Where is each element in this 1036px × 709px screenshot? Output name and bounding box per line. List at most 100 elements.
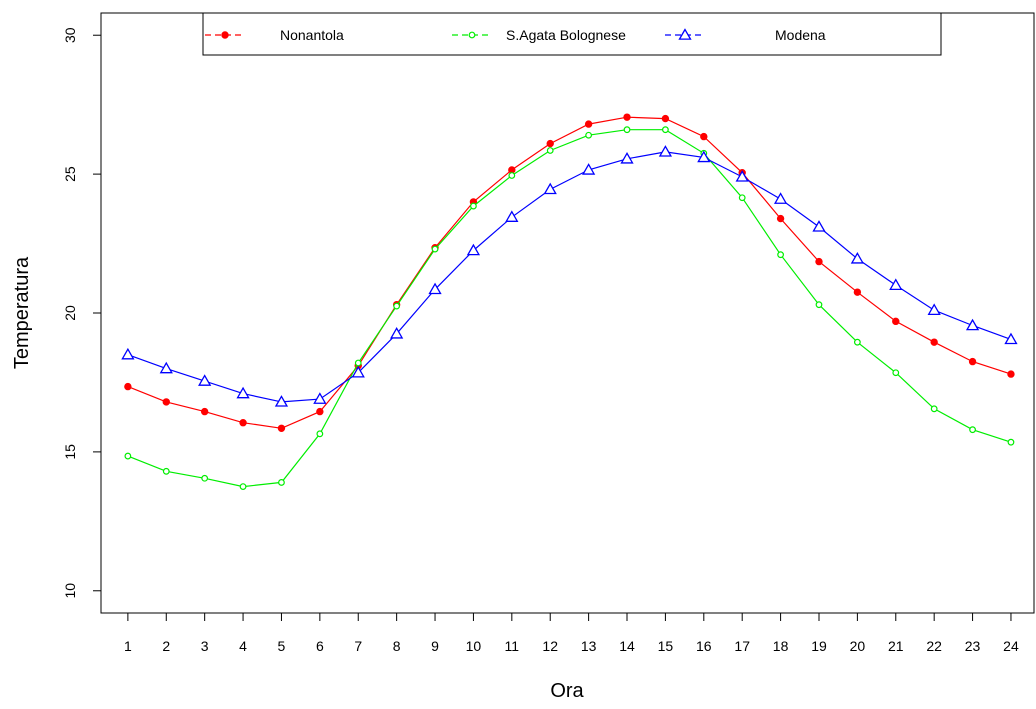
x-tick-label: 13 [581,638,597,654]
legend-box [202,12,942,56]
point-modena [735,170,749,182]
point-modena [965,318,980,331]
point-s-agata-bolognese [470,202,477,210]
point-nonantola [200,407,209,416]
point-nonantola [1007,370,1015,378]
x-tick-label: 16 [696,638,712,654]
x-tick-label: 18 [773,638,789,654]
series-line-s-agata-bolognese [127,129,1012,488]
x-tick-label: 22 [926,638,942,654]
point-modena [121,347,135,360]
y-tick-label: 30 [62,27,78,43]
point-nonantola [277,424,286,432]
x-tick-label: 1 [124,638,132,654]
point-s-agata-bolognese [546,147,554,154]
x-tick-label: 15 [658,638,674,654]
x-tick-label: 21 [888,638,904,654]
point-nonantola [700,132,708,141]
legend-marker-s-agata-bolognese [468,31,476,39]
point-modena [581,163,596,175]
point-s-agata-bolognese [853,338,861,346]
point-modena [159,361,173,374]
y-tick-label: 25 [62,166,78,182]
point-modena [620,152,634,164]
legend-label-s-agata-bolognese: S.Agata Bolognese [506,27,626,43]
series-s-agata-bolognese [124,126,1015,491]
point-modena [390,327,404,339]
x-tick-label: 11 [505,638,520,654]
x-tick-label: 19 [811,638,827,654]
point-s-agata-bolognese [239,483,247,491]
point-modena [236,386,250,399]
series-layer [121,113,1018,491]
y-tick-label: 20 [62,305,78,321]
point-s-agata-bolognese [738,194,746,202]
x-tick-label: 24 [1003,638,1019,654]
point-nonantola [316,407,324,416]
point-s-agata-bolognese [623,126,631,134]
series-line-nonantola [127,116,1012,429]
point-s-agata-bolognese [431,245,439,253]
point-modena [351,365,365,378]
plot-frame [100,12,1035,614]
point-nonantola [584,120,593,128]
point-s-agata-bolognese [354,359,362,367]
point-s-agata-bolognese [892,369,900,377]
x-tick-label: 6 [316,638,324,654]
y-tick-label: 15 [62,444,78,460]
point-modena [274,395,289,407]
point-modena [313,392,327,404]
point-s-agata-bolognese [278,479,285,486]
x-tick-label: 12 [542,638,558,654]
legend-label-modena: Modena [775,27,826,43]
point-modena [1004,332,1018,345]
point-nonantola [162,398,170,406]
x-tick-label: 7 [354,638,362,654]
point-modena [812,220,826,232]
x-tick-label: 5 [278,638,286,654]
x-axis-title: Ora [550,680,584,702]
point-modena [889,278,903,290]
point-s-agata-bolognese [508,172,516,179]
point-s-agata-bolognese [930,405,938,413]
point-nonantola [239,419,247,427]
x-tick-label: 2 [162,638,170,654]
point-nonantola [892,317,900,326]
series-modena [121,145,1018,407]
point-modena [428,282,442,295]
x-tick-label: 8 [393,638,401,654]
point-nonantola [853,288,862,296]
point-modena [466,243,481,256]
y-tick-label: 10 [62,583,78,599]
point-nonantola [546,139,554,148]
point-modena [697,150,711,163]
y-axis-title: Temperatura [11,256,33,369]
point-modena [505,210,519,222]
x-axis: 1 2 3 4 5 6 7 8 9 10 11 12 13 14 15 16 17 18 19 20 21 22 23 24 [124,613,1019,654]
y-axis: 10 15 20 25 30 [62,27,101,599]
legend-label-nonantola: Nonantola [280,27,344,43]
point-s-agata-bolognese [393,302,401,310]
point-nonantola [124,382,132,391]
point-s-agata-bolognese [124,452,132,460]
point-modena [927,303,941,315]
point-s-agata-bolognese [662,126,669,134]
point-nonantola [776,214,785,223]
x-tick-label: 3 [201,638,209,654]
x-tick-label: 14 [619,638,635,654]
point-s-agata-bolognese [201,474,209,482]
legend: Nonantola S.Agata Bolognese Modena [202,12,942,56]
x-tick-label: 9 [431,638,439,654]
point-s-agata-bolognese [585,131,593,139]
point-modena [658,145,673,157]
point-nonantola [968,357,977,366]
series-line-modena [127,151,1012,403]
point-nonantola [661,114,670,123]
x-tick-label: 23 [965,638,981,654]
point-s-agata-bolognese [316,430,324,438]
point-s-agata-bolognese [969,426,976,434]
legend-marker-nonantola [221,31,229,39]
x-tick-label: 4 [239,638,247,654]
point-modena [198,374,212,386]
